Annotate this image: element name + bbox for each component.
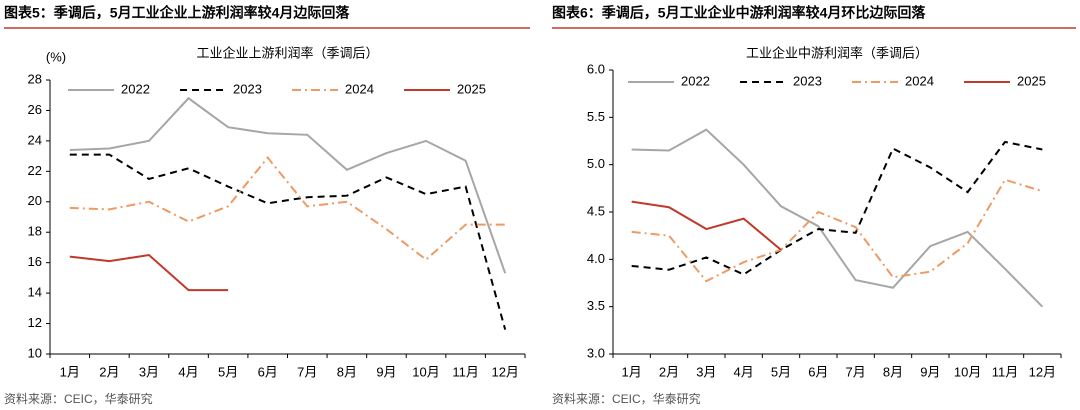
series-line: [69, 156, 506, 261]
legend-label: 2022: [681, 73, 710, 88]
x-tick-label: 4月: [734, 364, 754, 379]
legend-label: 2025: [1017, 73, 1046, 88]
x-tick-label: 1月: [622, 364, 642, 379]
y-tick-label: 14: [28, 285, 42, 300]
series-line: [69, 153, 507, 330]
x-tick-label: 12月: [491, 364, 518, 379]
y-tick-label: 4.5: [587, 203, 605, 218]
x-tick-label: 3月: [139, 364, 159, 379]
source: 资料来源：CEIC，华泰研究: [552, 391, 701, 406]
y-tick-label: 24: [28, 132, 42, 147]
legend-label: 2023: [793, 73, 822, 88]
legend-label: 2022: [121, 81, 150, 96]
y-tick-label: 5.5: [587, 109, 605, 124]
x-tick-label: 10月: [412, 364, 439, 379]
x-tick-label: 6月: [808, 364, 828, 379]
x-tick-label: 2月: [99, 364, 119, 379]
x-tick-label: 2月: [659, 364, 679, 379]
x-tick-label: 8月: [883, 364, 903, 379]
y-tick-label: 22: [28, 163, 42, 178]
x-tick-label: 1月: [60, 364, 80, 379]
x-tick-label: 5月: [218, 364, 238, 379]
x-tick-label: 9月: [376, 364, 396, 379]
y-unit: (%): [46, 49, 66, 64]
y-tick-label: 10: [28, 345, 42, 360]
legend-label: 2023: [233, 81, 262, 96]
series-line: [631, 200, 782, 251]
legend-label: 2025: [457, 81, 486, 96]
chart-subtitle: 工业企业中游利润率（季调后）: [746, 45, 928, 60]
x-tick-label: 8月: [337, 364, 357, 379]
x-tick-label: 7月: [297, 364, 317, 379]
y-tick-label: 3.5: [587, 298, 605, 313]
y-tick-label: 12: [28, 315, 42, 330]
y-tick-label: 16: [28, 254, 42, 269]
chart-subtitle: 工业企业上游利润率（季调后）: [196, 45, 378, 60]
x-tick-label: 4月: [178, 364, 198, 379]
legend-label: 2024: [345, 81, 374, 96]
y-tick-label: 6.0: [587, 61, 605, 76]
x-tick-label: 3月: [696, 364, 716, 379]
series-line: [69, 96, 507, 274]
x-tick-label: 12月: [1029, 364, 1056, 379]
y-tick-label: 28: [28, 71, 42, 86]
y-tick-label: 20: [28, 193, 42, 208]
series-line: [631, 140, 1043, 276]
y-tick-label: 26: [28, 102, 42, 117]
series-line: [631, 128, 1044, 308]
x-tick-label: 9月: [920, 364, 940, 379]
y-tick-label: 18: [28, 224, 42, 239]
x-tick-label: 10月: [954, 364, 981, 379]
series-line: [69, 253, 229, 292]
chart-title: 图表6：季调后，5月工业企业中游利润率较4月环比边际回落: [552, 5, 926, 21]
y-tick-label: 3.0: [587, 345, 605, 360]
x-tick-label: 11月: [452, 364, 479, 379]
chart-title: 图表5：季调后，5月工业企业上游利润率较4月边际回落: [4, 5, 350, 21]
x-tick-label: 5月: [771, 364, 791, 379]
legend-label: 2024: [905, 73, 934, 88]
y-tick-label: 5.0: [587, 156, 605, 171]
x-tick-label: 11月: [992, 364, 1019, 379]
source: 资料来源：CEIC，华泰研究: [4, 391, 153, 406]
x-tick-label: 6月: [258, 364, 278, 379]
y-tick-label: 4.0: [587, 251, 605, 266]
series-line: [631, 178, 1043, 283]
x-tick-label: 7月: [846, 364, 866, 379]
